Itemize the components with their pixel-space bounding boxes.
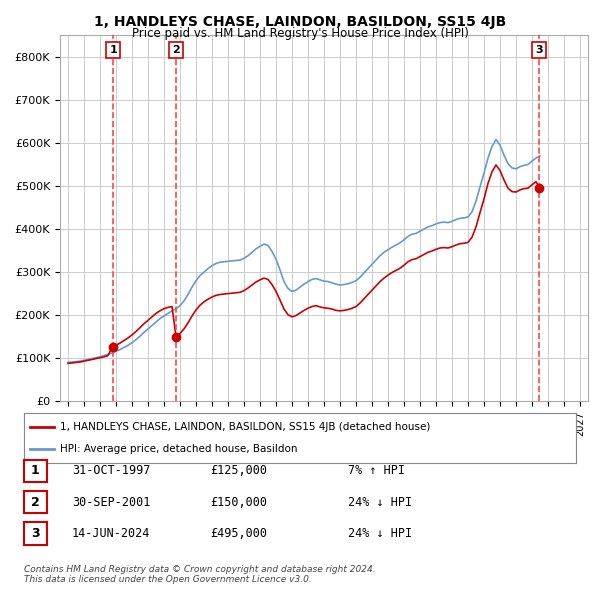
Text: 1, HANDLEYS CHASE, LAINDON, BASILDON, SS15 4JB: 1, HANDLEYS CHASE, LAINDON, BASILDON, SS… xyxy=(94,15,506,29)
Text: £150,000: £150,000 xyxy=(210,496,267,509)
Text: 3: 3 xyxy=(31,527,40,540)
Text: 1: 1 xyxy=(109,45,117,55)
Text: 1: 1 xyxy=(31,464,40,477)
Text: 30-SEP-2001: 30-SEP-2001 xyxy=(72,496,151,509)
Text: 2: 2 xyxy=(31,496,40,509)
Text: 24% ↓ HPI: 24% ↓ HPI xyxy=(348,496,412,509)
Text: £495,000: £495,000 xyxy=(210,527,267,540)
Text: 14-JUN-2024: 14-JUN-2024 xyxy=(72,527,151,540)
Text: 2: 2 xyxy=(172,45,180,55)
Text: Contains HM Land Registry data © Crown copyright and database right 2024.
This d: Contains HM Land Registry data © Crown c… xyxy=(24,565,376,584)
Text: 7% ↑ HPI: 7% ↑ HPI xyxy=(348,464,405,477)
Text: HPI: Average price, detached house, Basildon: HPI: Average price, detached house, Basi… xyxy=(60,444,298,454)
Text: £125,000: £125,000 xyxy=(210,464,267,477)
Text: 31-OCT-1997: 31-OCT-1997 xyxy=(72,464,151,477)
Text: 1, HANDLEYS CHASE, LAINDON, BASILDON, SS15 4JB (detached house): 1, HANDLEYS CHASE, LAINDON, BASILDON, SS… xyxy=(60,422,430,432)
Text: 3: 3 xyxy=(535,45,543,55)
Text: Price paid vs. HM Land Registry's House Price Index (HPI): Price paid vs. HM Land Registry's House … xyxy=(131,27,469,40)
Text: 24% ↓ HPI: 24% ↓ HPI xyxy=(348,527,412,540)
